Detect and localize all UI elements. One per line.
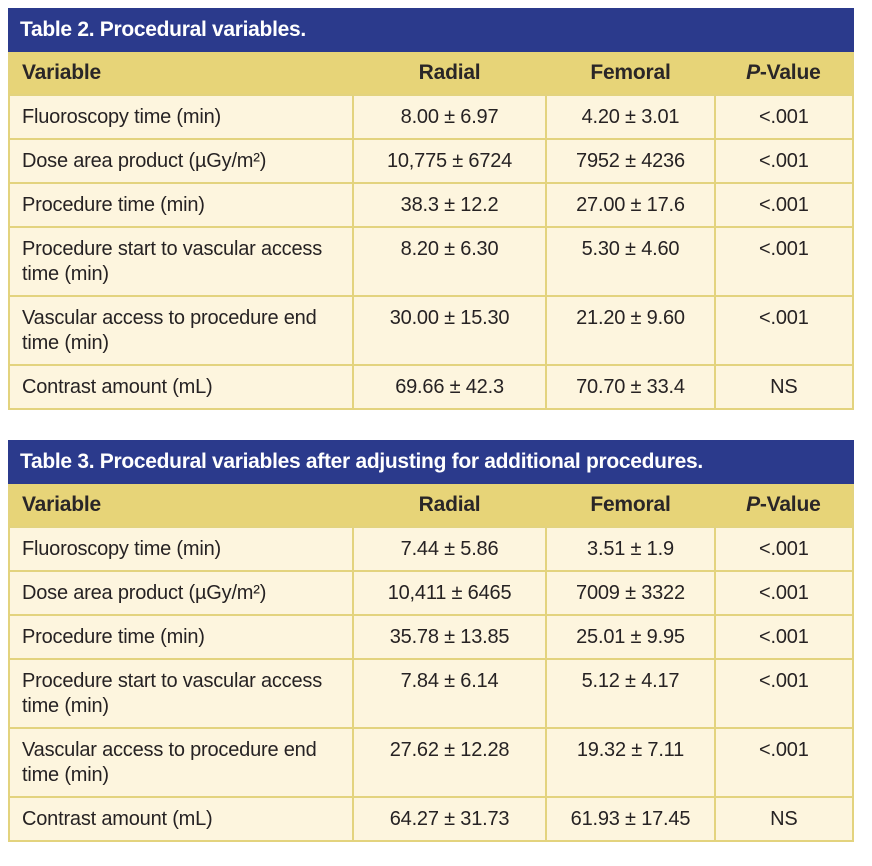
p-value-cell: <.001	[713, 526, 852, 571]
variable-cell: Fluoroscopy time (min)	[10, 94, 353, 139]
table-3-title: Table 3. Procedural variables after adju…	[20, 450, 703, 473]
table-3-frame: Variable Radial Femoral P-Value Fluorosc…	[8, 484, 854, 842]
table-2-block: Table 2. Procedural variables. Variable …	[8, 8, 854, 410]
variable-cell: Contrast amount (mL)	[10, 796, 353, 840]
table-row: Procedure start to vascular access time …	[10, 658, 852, 728]
radial-cell: 7.44 ± 5.86	[351, 526, 547, 571]
femoral-cell: 27.00 ± 17.6	[545, 182, 715, 227]
femoral-cell: 70.70 ± 33.4	[545, 364, 715, 408]
variable-cell: Procedure start to vascular access time …	[10, 226, 353, 296]
variable-cell: Procedure time (min)	[10, 182, 353, 227]
table-row: Contrast amount (mL) 64.27 ± 31.73 61.93…	[10, 796, 852, 840]
table-row: Dose area product (µGy/m²) 10,411 ± 6465…	[10, 570, 852, 615]
table-row: Fluoroscopy time (min) 7.44 ± 5.86 3.51 …	[10, 526, 852, 571]
table-row: Procedure time (min) 35.78 ± 13.85 25.01…	[10, 614, 852, 659]
p-value-cell: <.001	[713, 138, 852, 183]
table-2-header-row: Variable Radial Femoral P-Value	[10, 52, 852, 95]
p-value-cell: <.001	[713, 94, 852, 139]
table-row: Vascular access to procedure end time (m…	[10, 727, 852, 797]
table-2: Variable Radial Femoral P-Value Fluorosc…	[10, 52, 852, 408]
p-value-cell: <.001	[713, 658, 852, 728]
table-row: Dose area product (µGy/m²) 10,775 ± 6724…	[10, 138, 852, 183]
table-2-title: Table 2. Procedural variables.	[20, 18, 306, 41]
table-row: Vascular access to procedure end time (m…	[10, 295, 852, 365]
variable-cell: Contrast amount (mL)	[10, 364, 353, 408]
radial-cell: 10,775 ± 6724	[351, 138, 547, 183]
femoral-cell: 7952 ± 4236	[545, 138, 715, 183]
p-value-italic-p: P	[746, 61, 760, 84]
column-header-radial: Radial	[352, 52, 547, 95]
column-header-femoral: Femoral	[546, 52, 715, 95]
p-value-cell: <.001	[713, 570, 852, 615]
page: Table 2. Procedural variables. Variable …	[8, 8, 854, 842]
p-value-cell: <.001	[713, 727, 852, 797]
table-row: Fluoroscopy time (min) 8.00 ± 6.97 4.20 …	[10, 94, 852, 139]
p-value-cell: <.001	[713, 614, 852, 659]
femoral-cell: 61.93 ± 17.45	[545, 796, 715, 840]
radial-cell: 38.3 ± 12.2	[351, 182, 547, 227]
table-3-block: Table 3. Procedural variables after adju…	[8, 440, 854, 842]
variable-cell: Procedure time (min)	[10, 614, 353, 659]
femoral-cell: 7009 ± 3322	[545, 570, 715, 615]
column-header-variable: Variable	[10, 52, 353, 95]
variable-cell: Dose area product (µGy/m²)	[10, 138, 353, 183]
p-value-rest: -Value	[759, 493, 821, 516]
radial-cell: 69.66 ± 42.3	[351, 364, 547, 408]
column-header-femoral: Femoral	[546, 484, 715, 527]
femoral-cell: 19.32 ± 7.11	[545, 727, 715, 797]
femoral-cell: 21.20 ± 9.60	[545, 295, 715, 365]
femoral-cell: 4.20 ± 3.01	[545, 94, 715, 139]
p-value-italic-p: P	[746, 493, 760, 516]
femoral-cell: 3.51 ± 1.9	[545, 526, 715, 571]
column-header-p-value: P-Value	[714, 484, 852, 527]
p-value-rest: -Value	[759, 61, 821, 84]
femoral-cell: 5.30 ± 4.60	[545, 226, 715, 296]
p-value-cell: <.001	[713, 295, 852, 365]
variable-cell: Vascular access to procedure end time (m…	[10, 727, 353, 797]
column-header-variable: Variable	[10, 484, 353, 527]
table-row: Procedure start to vascular access time …	[10, 226, 852, 296]
table-3-title-bar: Table 3. Procedural variables after adju…	[8, 440, 854, 484]
table-2-frame: Variable Radial Femoral P-Value Fluorosc…	[8, 52, 854, 410]
variable-cell: Procedure start to vascular access time …	[10, 658, 353, 728]
radial-cell: 64.27 ± 31.73	[351, 796, 547, 840]
table-2-title-bar: Table 2. Procedural variables.	[8, 8, 854, 52]
femoral-cell: 25.01 ± 9.95	[545, 614, 715, 659]
table-3-header-row: Variable Radial Femoral P-Value	[10, 484, 852, 527]
variable-cell: Vascular access to procedure end time (m…	[10, 295, 353, 365]
column-header-p-value: P-Value	[714, 52, 852, 95]
p-value-cell: NS	[713, 796, 852, 840]
radial-cell: 8.00 ± 6.97	[351, 94, 547, 139]
radial-cell: 35.78 ± 13.85	[351, 614, 547, 659]
radial-cell: 7.84 ± 6.14	[351, 658, 547, 728]
radial-cell: 30.00 ± 15.30	[351, 295, 547, 365]
p-value-cell: <.001	[713, 182, 852, 227]
radial-cell: 8.20 ± 6.30	[351, 226, 547, 296]
radial-cell: 10,411 ± 6465	[351, 570, 547, 615]
variable-cell: Dose area product (µGy/m²)	[10, 570, 353, 615]
p-value-cell: NS	[713, 364, 852, 408]
table-row: Contrast amount (mL) 69.66 ± 42.3 70.70 …	[10, 364, 852, 408]
column-header-radial: Radial	[352, 484, 547, 527]
p-value-cell: <.001	[713, 226, 852, 296]
table-row: Procedure time (min) 38.3 ± 12.2 27.00 ±…	[10, 182, 852, 227]
radial-cell: 27.62 ± 12.28	[351, 727, 547, 797]
variable-cell: Fluoroscopy time (min)	[10, 526, 353, 571]
table-3: Variable Radial Femoral P-Value Fluorosc…	[10, 484, 852, 840]
femoral-cell: 5.12 ± 4.17	[545, 658, 715, 728]
